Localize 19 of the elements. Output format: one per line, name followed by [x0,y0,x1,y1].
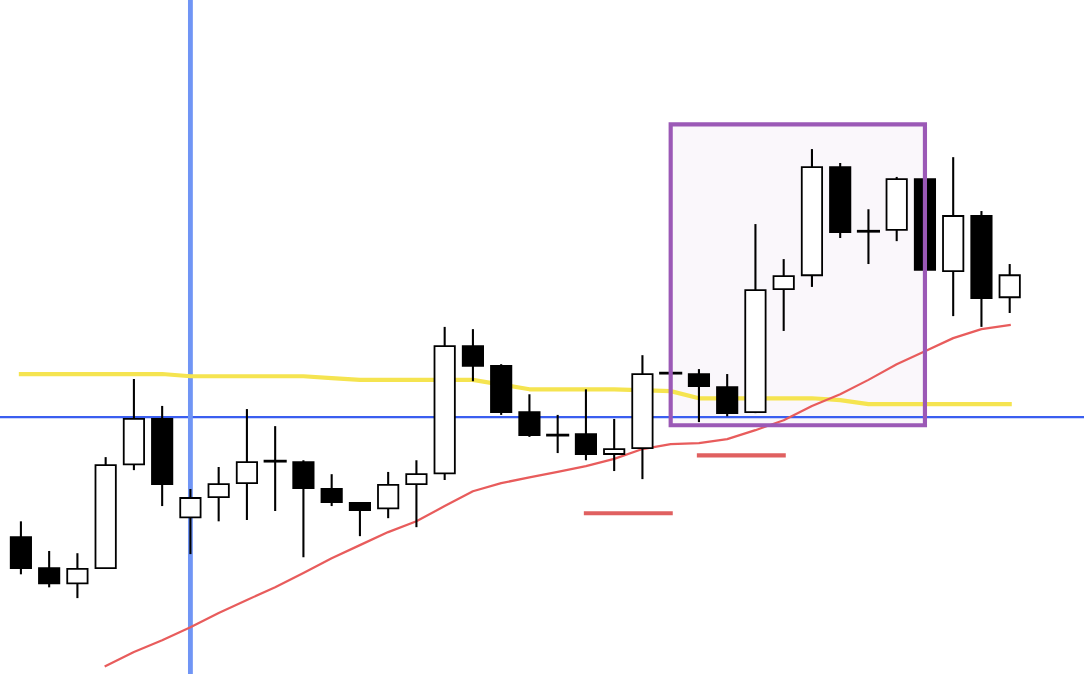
candlestick [263,425,287,513]
candlestick [320,473,343,508]
candlestick [998,262,1021,315]
candlestick [687,368,711,424]
candlestick [461,328,485,383]
candlestick [377,470,400,520]
candlestick [574,388,598,462]
candlestick [179,487,202,556]
candlestick [348,501,371,538]
candlestick [235,408,258,522]
candlestick [856,208,880,266]
candlestick [603,417,626,473]
candlestick [38,549,61,589]
candlestick [546,413,570,455]
candlestick [405,459,428,529]
candlestick [66,552,89,600]
candlestick [518,393,541,438]
candlestick [207,465,230,523]
candlestick [772,258,795,332]
